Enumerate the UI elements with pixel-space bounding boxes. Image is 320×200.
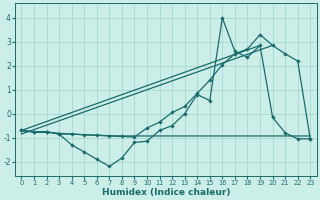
X-axis label: Humidex (Indice chaleur): Humidex (Indice chaleur) <box>101 188 230 197</box>
